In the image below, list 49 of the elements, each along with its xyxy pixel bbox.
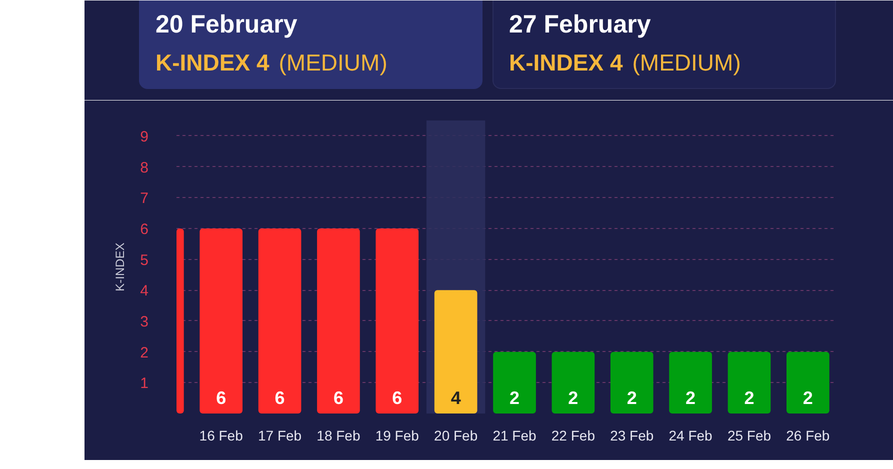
bar bbox=[728, 352, 771, 414]
data-label: 6 bbox=[392, 388, 402, 408]
y-axis-title: K-INDEX bbox=[113, 242, 128, 292]
y-tick-label: 1 bbox=[140, 375, 148, 392]
bar bbox=[434, 290, 478, 414]
x-tick-label: 20 Feb bbox=[434, 428, 478, 444]
y-tick-label: 5 bbox=[140, 252, 148, 269]
y-tick-label: 2 bbox=[140, 344, 148, 362]
text: (MEDIUM) bbox=[278, 50, 388, 76]
text: K-INDEX 4 bbox=[156, 50, 270, 76]
x-tick-label: 16 Feb bbox=[199, 428, 244, 444]
bar bbox=[493, 352, 536, 414]
data-label: 6 bbox=[333, 388, 344, 408]
bar bbox=[376, 228, 419, 414]
text: 20 February bbox=[156, 10, 298, 38]
text: 27 February bbox=[509, 10, 651, 38]
bar bbox=[317, 228, 360, 414]
x-tick-label: 21 Feb bbox=[492, 428, 537, 444]
bar bbox=[258, 228, 302, 414]
y-tick-label: 3 bbox=[140, 313, 148, 330]
bar bbox=[552, 352, 595, 414]
data-label: 6 bbox=[216, 388, 226, 408]
text: (MEDIUM) bbox=[632, 50, 741, 76]
data-label: 2 bbox=[744, 388, 754, 408]
data-label: 2 bbox=[686, 388, 696, 408]
data-label: 2 bbox=[802, 388, 813, 408]
data-label: 2 bbox=[568, 388, 578, 408]
y-tick-label: 4 bbox=[140, 282, 148, 300]
bar bbox=[786, 352, 830, 414]
x-tick-label: 25 Feb bbox=[727, 428, 772, 444]
text: K-INDEX 4 bbox=[509, 50, 623, 76]
data-label: 4 bbox=[450, 388, 461, 408]
x-tick-label: 17 Feb bbox=[258, 428, 302, 444]
y-tick-label: 8 bbox=[140, 159, 148, 176]
y-tick-label: 9 bbox=[140, 128, 148, 146]
bar bbox=[200, 228, 243, 414]
data-label: 2 bbox=[626, 388, 637, 408]
x-tick-label: 26 Feb bbox=[786, 428, 830, 444]
x-tick-label: 24 Feb bbox=[668, 428, 713, 444]
y-tick-label: 7 bbox=[140, 190, 148, 208]
x-tick-label: 18 Feb bbox=[316, 428, 360, 444]
data-label: 6 bbox=[274, 388, 285, 408]
x-tick-label: 23 Feb bbox=[610, 428, 654, 444]
data-label: 2 bbox=[510, 388, 520, 408]
x-tick-label: 22 Feb bbox=[551, 428, 596, 444]
bar bbox=[669, 352, 712, 414]
bar bbox=[610, 352, 654, 414]
y-tick-label: 6 bbox=[140, 220, 148, 238]
x-tick-label: 19 Feb bbox=[375, 428, 420, 444]
